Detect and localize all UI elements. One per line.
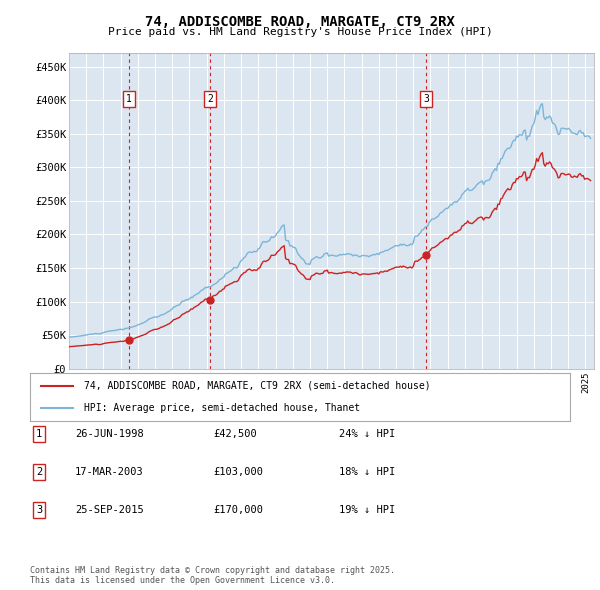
Text: 1: 1 xyxy=(36,429,42,438)
Text: £42,500: £42,500 xyxy=(213,429,257,438)
Text: 74, ADDISCOMBE ROAD, MARGATE, CT9 2RX: 74, ADDISCOMBE ROAD, MARGATE, CT9 2RX xyxy=(145,15,455,29)
Text: 26-JUN-1998: 26-JUN-1998 xyxy=(75,429,144,438)
Text: 2: 2 xyxy=(36,467,42,477)
Text: 17-MAR-2003: 17-MAR-2003 xyxy=(75,467,144,477)
Text: 3: 3 xyxy=(36,506,42,515)
Text: 74, ADDISCOMBE ROAD, MARGATE, CT9 2RX (semi-detached house): 74, ADDISCOMBE ROAD, MARGATE, CT9 2RX (s… xyxy=(84,381,431,391)
Text: £170,000: £170,000 xyxy=(213,506,263,515)
Text: £103,000: £103,000 xyxy=(213,467,263,477)
Text: HPI: Average price, semi-detached house, Thanet: HPI: Average price, semi-detached house,… xyxy=(84,403,360,413)
Text: 3: 3 xyxy=(423,94,429,104)
Text: Price paid vs. HM Land Registry's House Price Index (HPI): Price paid vs. HM Land Registry's House … xyxy=(107,27,493,37)
Text: 1: 1 xyxy=(126,94,132,104)
Text: 18% ↓ HPI: 18% ↓ HPI xyxy=(339,467,395,477)
Text: 25-SEP-2015: 25-SEP-2015 xyxy=(75,506,144,515)
Text: 2: 2 xyxy=(208,94,213,104)
Text: 24% ↓ HPI: 24% ↓ HPI xyxy=(339,429,395,438)
Text: 19% ↓ HPI: 19% ↓ HPI xyxy=(339,506,395,515)
Text: Contains HM Land Registry data © Crown copyright and database right 2025.
This d: Contains HM Land Registry data © Crown c… xyxy=(30,566,395,585)
